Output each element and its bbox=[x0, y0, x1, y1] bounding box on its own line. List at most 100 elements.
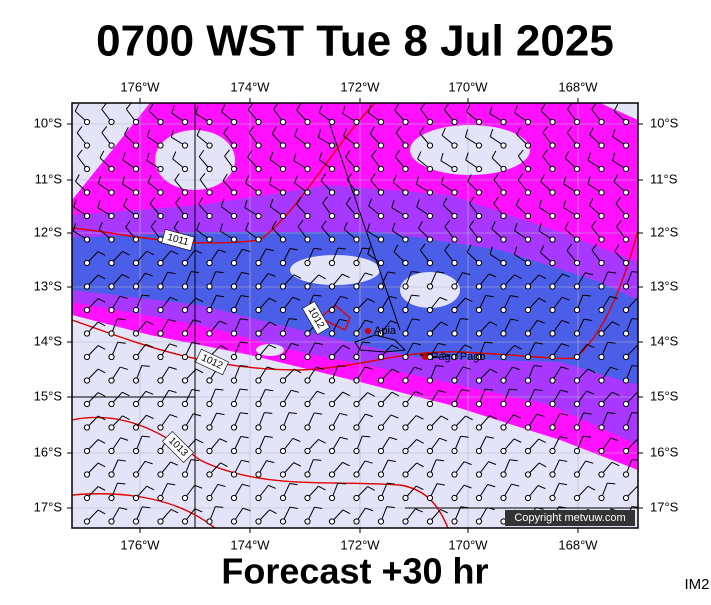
wind-barb bbox=[318, 104, 336, 126]
barb-station bbox=[451, 400, 458, 408]
barb-station bbox=[328, 424, 336, 431]
barb-station bbox=[622, 259, 630, 267]
wind-barb bbox=[418, 221, 434, 243]
wind-barb bbox=[524, 319, 545, 337]
wind-barb bbox=[132, 320, 154, 337]
wind-barb bbox=[328, 318, 348, 337]
wind-barb bbox=[562, 199, 581, 220]
wind-barb bbox=[181, 459, 199, 478]
barb-station bbox=[157, 400, 164, 408]
barb-station bbox=[353, 353, 360, 361]
barb-station bbox=[83, 306, 91, 314]
wind-barb bbox=[304, 274, 326, 290]
barb-feather bbox=[339, 412, 348, 416]
barb-feather bbox=[340, 295, 349, 300]
wind-barb bbox=[426, 389, 447, 408]
barb-station bbox=[426, 212, 434, 220]
wind-barb bbox=[500, 274, 522, 290]
barb-feather bbox=[415, 390, 423, 395]
wind-barb bbox=[402, 508, 423, 525]
barb-station bbox=[230, 142, 238, 149]
wind-barb bbox=[542, 149, 556, 173]
barb-station bbox=[108, 424, 115, 431]
wind-barb bbox=[269, 151, 287, 173]
apia-marker bbox=[365, 328, 371, 334]
lat-label: 11°S bbox=[35, 171, 63, 186]
wind-barb bbox=[491, 150, 507, 173]
barb-feather bbox=[241, 271, 250, 275]
barb-feather bbox=[242, 507, 251, 512]
wind-barb bbox=[598, 412, 616, 431]
barb-station bbox=[524, 212, 532, 220]
barb-feather bbox=[223, 126, 229, 134]
wind-barb bbox=[108, 366, 128, 384]
barb-feather bbox=[194, 484, 203, 489]
dry-patch bbox=[256, 344, 284, 356]
barb-feather bbox=[291, 389, 300, 393]
barb-feather bbox=[437, 342, 446, 346]
barb-station bbox=[402, 165, 409, 173]
barb-feather bbox=[172, 151, 177, 160]
barb-feather bbox=[509, 459, 518, 462]
wind-barb bbox=[320, 173, 336, 196]
barb-station bbox=[402, 353, 409, 361]
barb-station bbox=[328, 447, 336, 455]
barb-feather bbox=[239, 365, 248, 367]
barb-station bbox=[255, 259, 262, 267]
barb-feather bbox=[566, 243, 573, 251]
wind-barb bbox=[328, 412, 348, 431]
lat-label: 10°S bbox=[650, 115, 679, 130]
barb-station bbox=[279, 518, 287, 525]
wind-barb bbox=[99, 150, 115, 173]
barb-feather bbox=[313, 247, 322, 250]
barb-station bbox=[230, 377, 238, 384]
barb-station bbox=[524, 142, 532, 149]
map-frame bbox=[71, 102, 639, 529]
wind-barb bbox=[148, 103, 164, 126]
barb-station bbox=[353, 212, 360, 220]
wind-barb bbox=[392, 174, 409, 196]
barb-feather bbox=[586, 390, 595, 395]
barb-station bbox=[206, 494, 213, 502]
barb-station bbox=[328, 518, 336, 525]
barb-station bbox=[132, 306, 140, 314]
wind-barb bbox=[451, 484, 472, 502]
wind-barb bbox=[353, 413, 374, 431]
barb-feather bbox=[587, 368, 596, 374]
barb-feather bbox=[563, 176, 567, 184]
wind-barb bbox=[466, 244, 483, 267]
barb-station bbox=[402, 259, 409, 267]
wind-barb bbox=[475, 294, 494, 314]
barb-feather bbox=[266, 460, 275, 464]
barb-station bbox=[500, 259, 507, 267]
barb-feather bbox=[198, 197, 204, 205]
barb-feather bbox=[288, 412, 297, 415]
wind-barb bbox=[377, 414, 399, 431]
wind-barb bbox=[489, 128, 507, 149]
wind-barb bbox=[353, 319, 374, 337]
barb-station bbox=[157, 377, 164, 384]
barb-station bbox=[157, 212, 164, 220]
barb-feather bbox=[318, 438, 326, 444]
wind-barb bbox=[255, 344, 277, 361]
barb-feather bbox=[513, 414, 521, 419]
barb-feather bbox=[591, 243, 598, 251]
barb-feather bbox=[540, 103, 546, 112]
barb-feather bbox=[493, 173, 500, 181]
barb-station bbox=[524, 165, 532, 173]
barb-station bbox=[353, 447, 360, 455]
wind-barb bbox=[83, 462, 106, 478]
wind-barb bbox=[451, 344, 473, 361]
wind-barb bbox=[524, 413, 545, 431]
barb-feather bbox=[460, 318, 469, 320]
barb-feather bbox=[610, 366, 619, 371]
wind-barb bbox=[245, 175, 262, 196]
barb-feather bbox=[416, 439, 424, 444]
barb-feather bbox=[514, 105, 518, 114]
barb-feather bbox=[489, 415, 498, 420]
wind-barb bbox=[573, 390, 595, 408]
wind-barb bbox=[157, 319, 177, 337]
barb-feather bbox=[509, 388, 518, 391]
wind-barb bbox=[475, 415, 498, 431]
wind-barb bbox=[549, 389, 569, 408]
